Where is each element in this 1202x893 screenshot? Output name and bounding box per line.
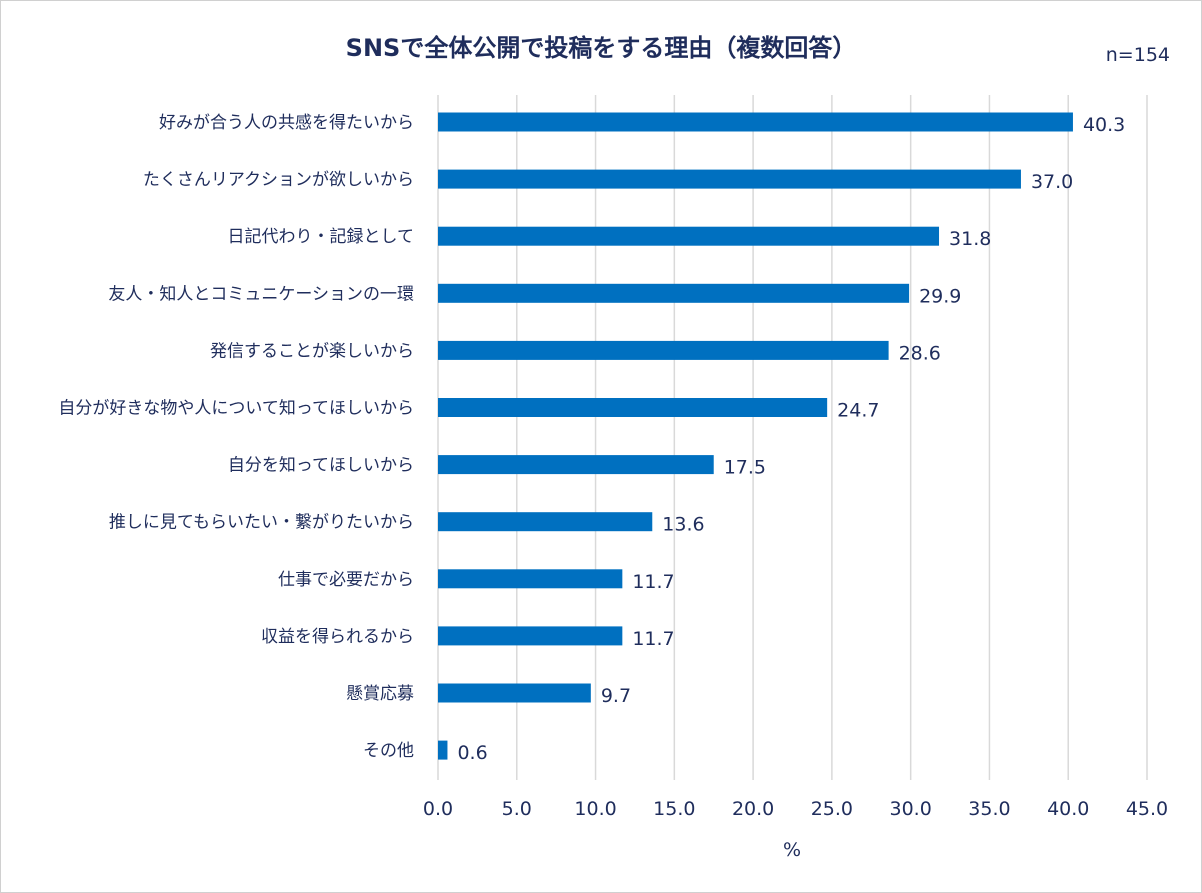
bar bbox=[438, 169, 1021, 189]
bar bbox=[438, 340, 889, 360]
data-label: 24.7 bbox=[837, 400, 879, 422]
bar bbox=[438, 398, 828, 417]
bar bbox=[438, 683, 591, 703]
category-label: 友人・知人とコミュニケーションの一環 bbox=[108, 284, 414, 304]
x-tick-label: 40.0 bbox=[1047, 798, 1089, 820]
data-label: 40.3 bbox=[1083, 114, 1125, 136]
bar bbox=[438, 455, 714, 475]
data-label: 13.6 bbox=[662, 514, 704, 536]
category-label: 自分が好きな物や人について知ってほしいから bbox=[58, 399, 414, 419]
bar bbox=[438, 740, 448, 760]
data-label: 37.0 bbox=[1031, 171, 1073, 193]
x-tick-label: 35.0 bbox=[968, 798, 1010, 820]
bar bbox=[438, 112, 1073, 132]
x-tick-label: 30.0 bbox=[890, 798, 932, 820]
data-label: 29.9 bbox=[919, 285, 961, 307]
category-label: 自分を知ってほしいから bbox=[228, 456, 414, 476]
category-label: 懸賞応募 bbox=[346, 684, 414, 704]
bar bbox=[438, 569, 623, 589]
data-label: 9.7 bbox=[601, 685, 631, 707]
x-tick-label: 45.0 bbox=[1126, 798, 1168, 820]
data-label: 11.7 bbox=[632, 571, 674, 593]
data-label: 31.8 bbox=[949, 228, 991, 250]
x-tick-label: 5.0 bbox=[502, 798, 532, 820]
data-label: 11.7 bbox=[632, 628, 674, 650]
x-tick-label: 20.0 bbox=[732, 798, 774, 820]
category-label: 推しに見てもらいたい・繋がりたいから bbox=[109, 513, 414, 533]
category-label: たくさんリアクションが欲しいから bbox=[143, 170, 414, 190]
sample-size-note: n=154 bbox=[1105, 44, 1170, 66]
x-axis-label: % bbox=[783, 839, 801, 861]
category-label: 収益を得られるから bbox=[261, 627, 414, 647]
x-tick-label: 15.0 bbox=[653, 798, 695, 820]
category-label: 好みが合う人の共感を得たいから bbox=[159, 113, 414, 133]
bar bbox=[438, 512, 653, 532]
category-label: 仕事で必要だから bbox=[278, 570, 414, 590]
x-tick-label: 10.0 bbox=[574, 798, 616, 820]
data-label: 17.5 bbox=[724, 457, 766, 479]
data-label: 28.6 bbox=[899, 342, 941, 364]
bar bbox=[438, 283, 910, 303]
category-label: その他 bbox=[363, 741, 414, 761]
x-tick-label: 0.0 bbox=[423, 798, 453, 820]
chart-title: SNSで全体公開で投稿をする理由（複数回答） bbox=[345, 34, 857, 62]
category-label: 日記代わり・記録として bbox=[228, 227, 415, 247]
data-label: 0.6 bbox=[457, 742, 487, 764]
x-tick-label: 25.0 bbox=[811, 798, 853, 820]
bar bbox=[438, 626, 623, 646]
bar bbox=[438, 226, 940, 246]
category-label: 発信することが楽しいから bbox=[210, 341, 414, 361]
